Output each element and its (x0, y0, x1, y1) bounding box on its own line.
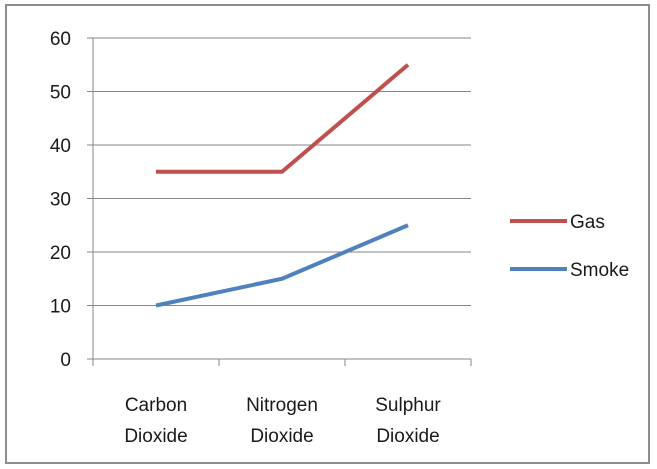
legend: Gas Smoke (510, 212, 629, 281)
x-tick-label: Carbon Dioxide (124, 395, 187, 447)
x-tick-label-line: Sulphur (375, 395, 441, 416)
x-tick-label-line: Dioxide (376, 426, 439, 447)
legend-label-gas: Gas (570, 212, 605, 233)
y-tick-label: 50 (50, 83, 71, 104)
y-axis-tick-labels: 0 10 20 30 40 50 60 (50, 29, 71, 371)
x-tick-label-line: Nitrogen (246, 395, 318, 416)
y-tick-label: 60 (50, 29, 71, 50)
legend-label-smoke: Smoke (570, 260, 629, 281)
y-tick-label: 0 (60, 350, 71, 371)
x-tick-label-line: Dioxide (250, 426, 313, 447)
series-lines (155, 63, 410, 308)
x-tick-label: Sulphur Dioxide (375, 395, 441, 447)
chart-frame (5, 4, 650, 464)
x-axis-tick-labels: Carbon Dioxide Nitrogen Dioxide Sulphur Dioxi… (124, 395, 441, 447)
x-tick-label-line: Carbon (125, 395, 187, 416)
y-tick-label: 20 (50, 243, 71, 264)
y-tick-label: 10 (50, 297, 71, 318)
series-line-gas (156, 63, 410, 174)
y-tick-label: 40 (50, 136, 71, 157)
x-tick-label: Nitrogen Dioxide (246, 395, 318, 447)
series-line-smoke (155, 223, 409, 308)
axes (87, 37, 472, 366)
x-tick-label-line: Dioxide (124, 426, 187, 447)
y-tick-label: 30 (50, 190, 71, 211)
